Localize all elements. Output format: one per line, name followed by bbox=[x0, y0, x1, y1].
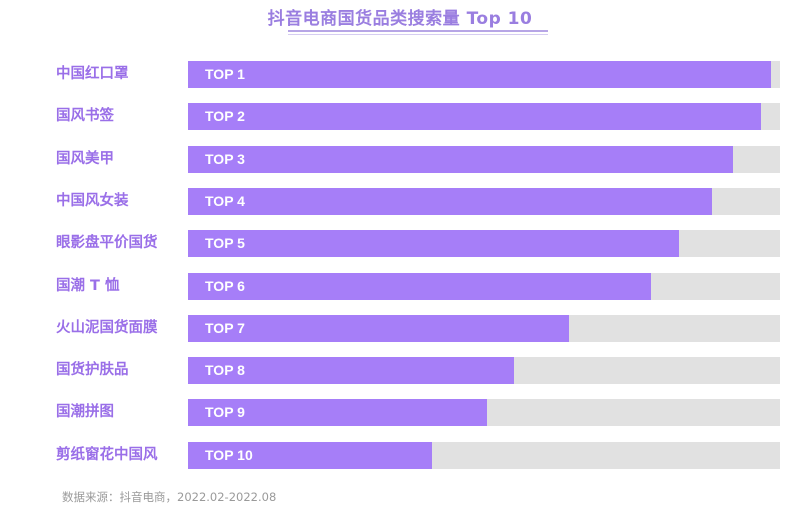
rank-label: TOP 1 bbox=[205, 66, 245, 82]
title-underline-thin bbox=[288, 34, 548, 35]
bar-fill bbox=[188, 357, 515, 385]
rank-label: TOP 10 bbox=[205, 446, 253, 463]
bar-fill bbox=[188, 145, 734, 173]
bar-row: 国货护肤品 TOP 8 bbox=[0, 357, 800, 385]
bar-row: 国潮拼图 TOP 9 bbox=[0, 399, 800, 427]
bar-track: TOP 2 bbox=[188, 103, 780, 131]
bar-fill bbox=[188, 230, 679, 258]
bar-track: TOP 3 bbox=[188, 145, 780, 173]
bar-track: TOP 10 bbox=[188, 441, 780, 469]
category-label: 眼影盘平价国货 bbox=[56, 235, 158, 252]
bar-track: TOP 8 bbox=[188, 357, 780, 385]
category-label: 中国红口罩 bbox=[56, 66, 129, 82]
bar-row: 国风美甲 TOP 3 bbox=[0, 145, 800, 173]
bar-row: 中国红口罩 TOP 1 bbox=[0, 61, 800, 88]
bar-track: TOP 1 bbox=[188, 61, 780, 88]
category-label: 国潮 T 恤 bbox=[56, 277, 120, 294]
rank-label: TOP 7 bbox=[205, 319, 245, 336]
bar-row: 眼影盘平价国货 TOP 5 bbox=[0, 230, 800, 258]
category-label: 国潮拼图 bbox=[56, 404, 114, 421]
source-note: 数据来源：抖音电商，2022.02-2022.08 bbox=[62, 490, 277, 504]
bar-fill bbox=[188, 103, 762, 131]
bar-fill bbox=[188, 314, 570, 342]
category-label: 国风书签 bbox=[56, 108, 114, 125]
category-label: 剪纸窗花中国风 bbox=[56, 446, 158, 463]
category-label: 国风美甲 bbox=[56, 150, 114, 167]
bar-row: 国潮 T 恤 TOP 6 bbox=[0, 272, 800, 300]
chart-title: 抖音电商国货品类搜索量 Top 10 bbox=[267, 9, 533, 29]
bar-row: 中国风女装 TOP 4 bbox=[0, 187, 800, 215]
rank-label: TOP 2 bbox=[205, 108, 245, 125]
rank-label: TOP 8 bbox=[205, 362, 245, 379]
rank-label: TOP 6 bbox=[205, 277, 245, 294]
category-label: 国货护肤品 bbox=[56, 362, 129, 379]
bar-track: TOP 5 bbox=[188, 230, 780, 258]
bar-track: TOP 6 bbox=[188, 272, 780, 300]
title-underline bbox=[288, 30, 548, 32]
bar-track: TOP 7 bbox=[188, 314, 780, 342]
bar-fill bbox=[188, 187, 712, 215]
bar-fill bbox=[188, 61, 772, 88]
bar-track: TOP 9 bbox=[188, 399, 780, 427]
bar-row: 剪纸窗花中国风 TOP 10 bbox=[0, 441, 800, 469]
bar-fill bbox=[188, 399, 487, 427]
rank-label: TOP 4 bbox=[205, 192, 245, 209]
rank-label: TOP 5 bbox=[205, 235, 245, 252]
chart-title-wrap: 抖音电商国货品类搜索量 Top 10 bbox=[0, 4, 800, 34]
category-label: 火山泥国货面膜 bbox=[56, 319, 158, 336]
bar-track: TOP 4 bbox=[188, 187, 780, 215]
rank-label: TOP 9 bbox=[205, 404, 245, 421]
bar-row: 国风书签 TOP 2 bbox=[0, 103, 800, 131]
category-label: 中国风女装 bbox=[56, 192, 129, 209]
bar-fill bbox=[188, 441, 432, 469]
bar-fill bbox=[188, 272, 651, 300]
bar-row: 火山泥国货面膜 TOP 7 bbox=[0, 314, 800, 342]
rank-label: TOP 3 bbox=[205, 150, 245, 167]
